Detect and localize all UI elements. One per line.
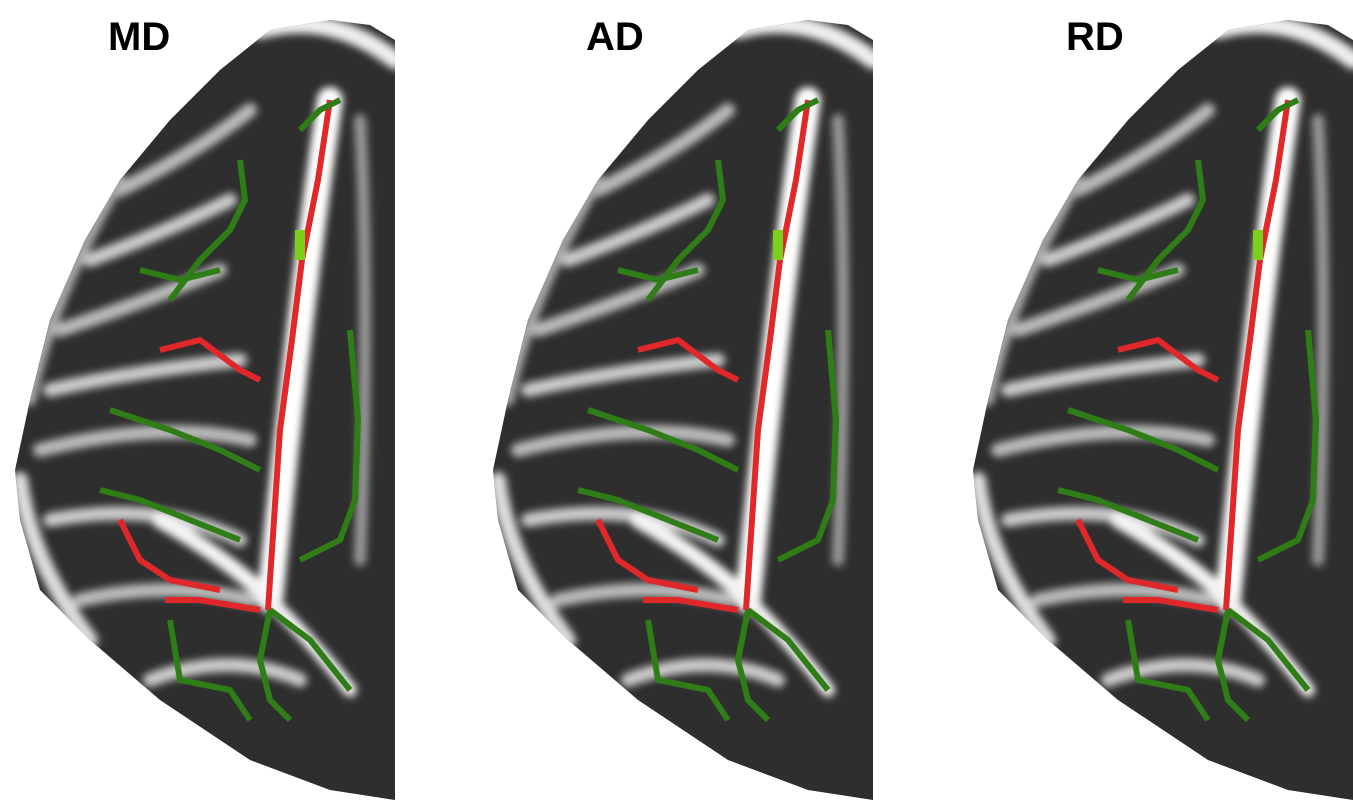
brain-image	[15, 20, 395, 800]
panel: AD	[493, 15, 873, 800]
figure: MD AD RD	[0, 0, 1353, 811]
panel-label: AD	[586, 15, 644, 59]
brain-image	[493, 20, 873, 800]
panel: MD	[15, 15, 395, 800]
page: {"panels": [{"label": "MD"}, {"label": "…	[0, 0, 1353, 811]
panel-label: MD	[108, 15, 170, 59]
panel: RD	[973, 15, 1353, 800]
panel-label: RD	[1066, 15, 1124, 59]
brain-image	[973, 20, 1353, 800]
